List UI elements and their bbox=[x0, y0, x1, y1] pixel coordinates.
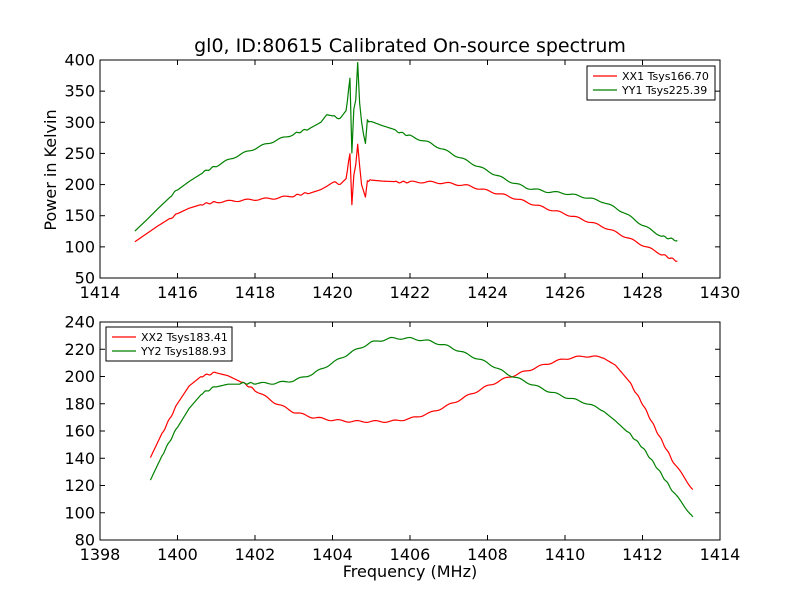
top-y-tick-label: 50 bbox=[75, 269, 95, 288]
bottom-x-tick-label: 1398 bbox=[80, 545, 121, 564]
bottom-legend-label-1: XX2 Tsys183.41 bbox=[141, 331, 228, 344]
bottom-y-tick-label: 80 bbox=[75, 531, 95, 550]
top-y-tick-label: 350 bbox=[64, 82, 95, 101]
top-y-tick-label: 400 bbox=[64, 51, 95, 70]
bottom-y-tick-label: 120 bbox=[64, 476, 95, 495]
top-y-tick-label: 200 bbox=[64, 175, 95, 194]
bottom-y-tick-label: 160 bbox=[64, 422, 95, 441]
top-legend-box bbox=[586, 65, 716, 101]
top-plot: 1414 1416 1418 1420 1422 1424 1426 1428 1430 50 10… bbox=[64, 51, 740, 303]
x-axis-label: Frequency (MHz) bbox=[343, 562, 477, 581]
bottom-y-tick-label: 140 bbox=[64, 449, 95, 468]
top-y-tick-label: 300 bbox=[64, 113, 95, 132]
bottom-series-line-2 bbox=[149, 336, 694, 518]
bottom-x-tick-label: 1400 bbox=[157, 545, 198, 564]
chart-title: gl0, ID:80615 Calibrated On-source spect… bbox=[194, 35, 626, 57]
bottom-x-tick-label: 1404 bbox=[312, 545, 353, 564]
top-x-tick-label: 1428 bbox=[622, 283, 663, 302]
top-legend-label-1: XX1 Tsys166.70 bbox=[622, 70, 709, 83]
bottom-y-tick-label: 220 bbox=[64, 340, 95, 359]
bottom-y-tick-label: 180 bbox=[64, 394, 95, 413]
top-x-tick-label: 1420 bbox=[312, 283, 353, 302]
top-x-tick-label: 1416 bbox=[157, 283, 198, 302]
bottom-series-line-1 bbox=[149, 355, 694, 491]
bottom-x-tick-label: 1412 bbox=[622, 545, 663, 564]
top-x-tick-label: 1414 bbox=[80, 283, 121, 302]
top-y-tick-label: 100 bbox=[64, 237, 95, 256]
bottom-plot: 1398 1400 1402 1404 1406 1408 1410 1412 1414 80 10… bbox=[64, 313, 740, 565]
top-x-tick-label: 1422 bbox=[390, 283, 431, 302]
bottom-y-tick-label: 240 bbox=[64, 313, 95, 332]
top-series-line-2 bbox=[134, 61, 678, 242]
bottom-legend-label-2: YY2 Tsys188.93 bbox=[140, 345, 226, 358]
top-series-line-1 bbox=[134, 143, 678, 262]
top-y-tick-label: 150 bbox=[64, 206, 95, 225]
bottom-x-tick-label: 1410 bbox=[545, 545, 586, 564]
bottom-y-tick-label: 100 bbox=[64, 503, 95, 522]
y-axis-label-top: Power in Kelvin bbox=[41, 109, 60, 230]
bottom-x-tick-label: 1408 bbox=[467, 545, 508, 564]
top-x-tick-label: 1426 bbox=[545, 283, 586, 302]
top-x-tick-label: 1418 bbox=[235, 283, 276, 302]
bottom-x-tick-label: 1406 bbox=[390, 545, 431, 564]
bottom-x-tick-label: 1414 bbox=[700, 545, 741, 564]
top-x-tick-label: 1430 bbox=[700, 283, 741, 302]
top-y-tick-label: 250 bbox=[64, 144, 95, 163]
top-x-tick-label: 1424 bbox=[467, 283, 508, 302]
bottom-y-tick-label: 200 bbox=[64, 367, 95, 386]
bottom-x-tick-label: 1402 bbox=[235, 545, 276, 564]
top-legend-label-2: YY1 Tsys225.39 bbox=[621, 84, 707, 97]
bottom-legend-box bbox=[105, 326, 233, 362]
